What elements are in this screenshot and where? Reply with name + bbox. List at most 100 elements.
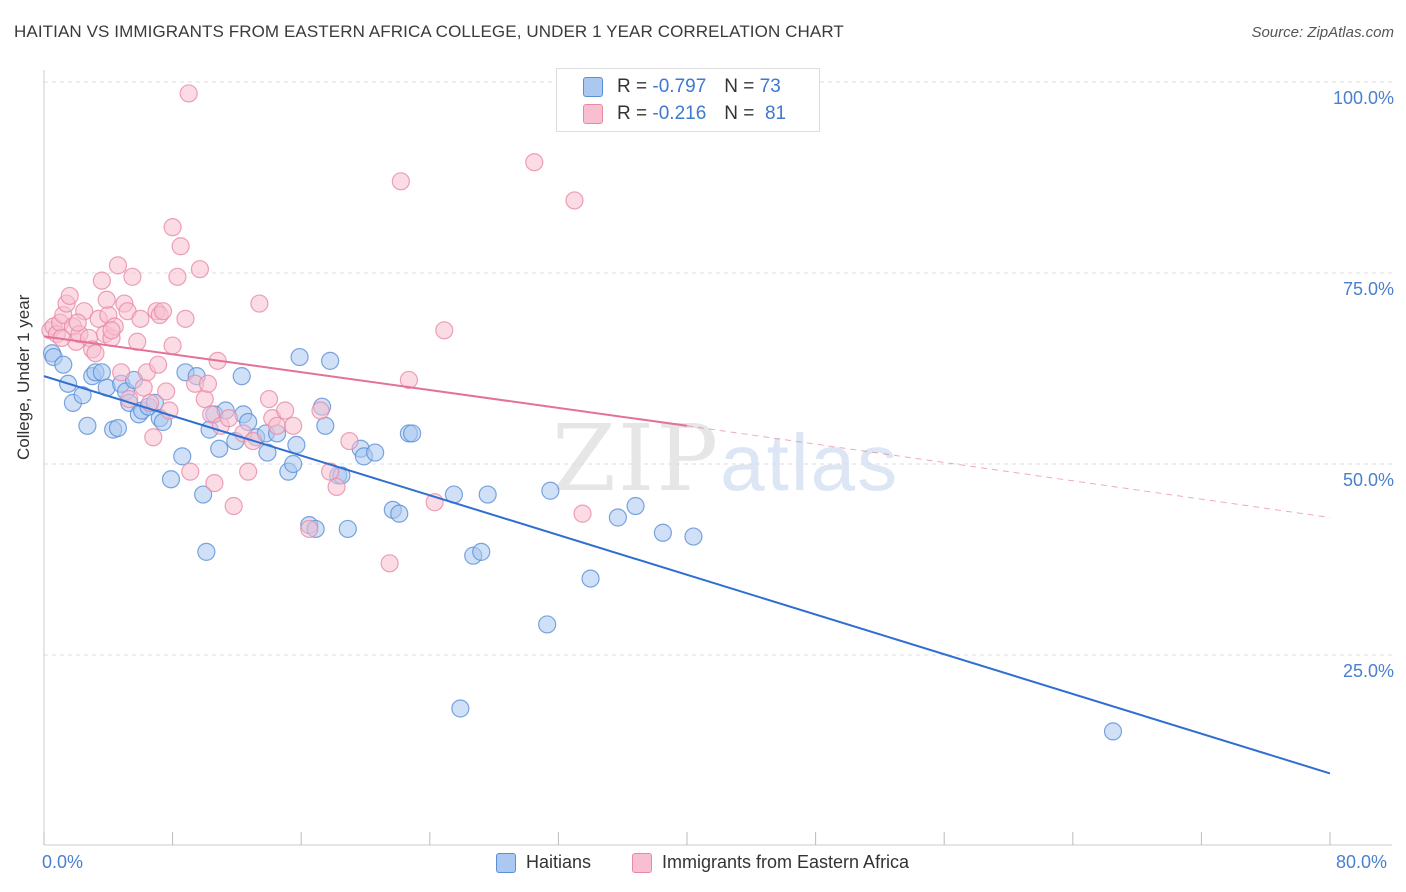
eastern-africa-point xyxy=(123,267,142,286)
eastern-africa-point xyxy=(300,519,319,539)
eastern-africa-point xyxy=(179,84,198,103)
legend-item-haitians: Haitians xyxy=(496,852,591,873)
legend-label-haitians: Haitians xyxy=(526,852,592,872)
watermark-atlas: atlas xyxy=(720,418,900,507)
haitians-trend-line xyxy=(43,375,1331,775)
haitians-point xyxy=(73,386,92,405)
stats-row-eastern-africa: R = -0.216 N = 81 xyxy=(583,102,786,126)
eastern-africa-point xyxy=(573,504,592,523)
haitians-point xyxy=(287,435,306,454)
haitians-point xyxy=(108,418,128,438)
stats-n-label: N = xyxy=(724,103,755,124)
haitians-point xyxy=(451,699,470,718)
haitians-point xyxy=(390,504,409,523)
legend-swatch-pink xyxy=(632,852,652,873)
stats-n-value: 81 xyxy=(764,103,787,124)
haitians-point xyxy=(538,615,557,634)
stats-r-label: R = xyxy=(617,76,648,97)
stats-r-value: -0.797 xyxy=(652,76,707,97)
eastern-africa-point xyxy=(259,389,279,409)
eastern-africa-point xyxy=(144,428,163,447)
eastern-africa-point xyxy=(195,389,214,409)
haitians-point xyxy=(403,424,422,443)
haitians-point xyxy=(684,527,703,546)
haitians-point xyxy=(78,416,97,435)
eastern-africa-point xyxy=(435,321,454,340)
eastern-africa-point xyxy=(525,153,544,172)
stats-swatch-pink xyxy=(583,104,603,124)
eastern-africa-point xyxy=(284,416,303,435)
eastern-africa-point xyxy=(163,336,182,355)
eastern-africa-trend-extension xyxy=(686,425,1331,518)
haitians-point xyxy=(316,416,335,435)
watermark: ZIPatlas xyxy=(552,405,899,512)
stats-r-value: -0.216 xyxy=(652,103,707,124)
haitians-point xyxy=(210,439,229,458)
eastern-africa-trend-line xyxy=(43,335,688,427)
haitians-point xyxy=(54,355,73,374)
haitians-point xyxy=(581,569,600,588)
haitians-point xyxy=(653,523,672,542)
x-tick-label-max: 80.0% xyxy=(1336,852,1388,872)
eastern-africa-point xyxy=(163,218,182,237)
eastern-africa-point xyxy=(149,355,168,374)
y-tick-label-100: 100.0% xyxy=(1332,88,1394,108)
haitians-point xyxy=(232,367,251,386)
eastern-africa-point xyxy=(134,378,153,397)
stats-n-value: 73 xyxy=(759,76,781,97)
eastern-africa-point xyxy=(68,313,87,332)
haitians-point xyxy=(197,542,216,561)
legend-item-eastern-africa: Immigrants from Eastern Africa xyxy=(632,852,909,873)
bottom-legend: Haitians Immigrants from Eastern Africa xyxy=(0,852,1406,878)
eastern-africa-point xyxy=(239,462,258,481)
legend-label-eastern-africa: Immigrants from Eastern Africa xyxy=(662,852,910,872)
legend-swatch-blue xyxy=(496,852,516,873)
eastern-africa-point xyxy=(92,271,111,290)
chart-title: HAITIAN VS IMMIGRANTS FROM EASTERN AFRIC… xyxy=(14,22,844,41)
eastern-africa-point xyxy=(399,370,419,390)
haitians-point xyxy=(321,351,340,370)
source-credit: Source: ZipAtlas.com xyxy=(1251,24,1394,41)
stats-n-label: N = xyxy=(724,76,755,97)
eastern-africa-point xyxy=(181,462,200,481)
eastern-africa-point xyxy=(108,256,128,275)
haitians-point xyxy=(284,454,303,474)
eastern-africa-point xyxy=(205,474,224,493)
eastern-africa-point xyxy=(60,286,79,306)
eastern-africa-point xyxy=(219,409,238,428)
eastern-africa-point xyxy=(380,554,399,573)
eastern-africa-point xyxy=(250,294,269,313)
eastern-africa-point xyxy=(267,416,287,435)
haitians-point xyxy=(338,519,357,539)
eastern-africa-point xyxy=(176,309,195,328)
eastern-africa-point xyxy=(153,302,173,321)
eastern-africa-point xyxy=(131,309,150,328)
haitians-point xyxy=(472,542,491,561)
eastern-africa-point xyxy=(97,290,116,309)
haitians-point xyxy=(258,443,277,462)
stats-row-haitians: R = -0.797 N = 73 xyxy=(583,75,781,99)
y-axis-label: College, Under 1 year xyxy=(14,294,33,460)
haitians-point xyxy=(161,470,181,489)
watermark-zip: ZIP xyxy=(552,405,721,512)
haitians-point xyxy=(626,496,645,516)
eastern-africa-point xyxy=(102,321,121,340)
eastern-africa-point xyxy=(311,401,330,420)
eastern-africa-point xyxy=(112,363,131,382)
eastern-africa-point xyxy=(327,477,346,497)
eastern-africa-point xyxy=(224,496,243,516)
eastern-africa-point xyxy=(276,401,295,420)
eastern-africa-point xyxy=(198,374,218,393)
stats-r-label: R = xyxy=(617,103,648,124)
eastern-africa-point xyxy=(168,267,187,286)
eastern-africa-point xyxy=(157,382,176,401)
eastern-africa-point xyxy=(391,172,410,191)
haitians-point xyxy=(173,447,192,466)
eastern-africa-point xyxy=(190,260,210,279)
haitians-point xyxy=(608,508,627,527)
haitians-point xyxy=(290,347,309,367)
haitians-point xyxy=(541,481,560,500)
eastern-africa-point xyxy=(565,191,584,210)
eastern-africa-point xyxy=(160,401,179,420)
